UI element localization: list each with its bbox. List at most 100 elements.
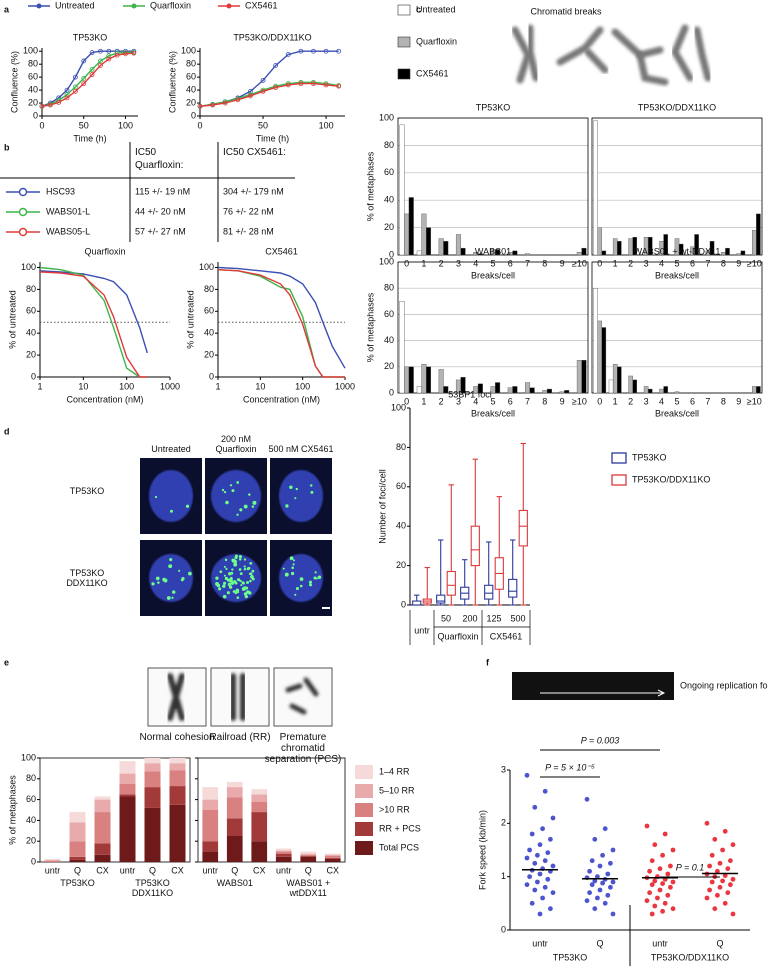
y-tick-label: 2 bbox=[501, 818, 506, 828]
data-point bbox=[72, 84, 78, 90]
legend-label: 1–4 RR bbox=[379, 766, 410, 776]
focus bbox=[168, 564, 173, 569]
y-tick-label: 100 bbox=[181, 46, 196, 56]
focus bbox=[228, 572, 232, 576]
annotation: P = 0.1 bbox=[676, 862, 704, 872]
bar bbox=[416, 386, 422, 394]
data-point bbox=[311, 48, 316, 54]
y-tick-label: 80 bbox=[384, 283, 394, 293]
data-point bbox=[98, 63, 103, 68]
data-point bbox=[597, 887, 603, 893]
data-point bbox=[260, 88, 266, 94]
bar bbox=[421, 213, 427, 256]
bar bbox=[721, 252, 726, 256]
focus bbox=[239, 579, 242, 583]
bar-segment bbox=[169, 758, 186, 764]
bar-segment bbox=[251, 794, 268, 802]
focus bbox=[249, 572, 253, 576]
bar-segment bbox=[94, 854, 111, 862]
focus bbox=[219, 570, 223, 574]
y-tick-label: 0 bbox=[401, 599, 406, 609]
data-point bbox=[649, 882, 655, 888]
x-tick-label: 4 bbox=[473, 258, 478, 268]
data-point bbox=[587, 868, 592, 874]
bar-segment bbox=[226, 818, 243, 836]
chromosome bbox=[526, 24, 540, 82]
x-tick-label: 500 bbox=[510, 613, 525, 623]
data-point bbox=[537, 911, 543, 917]
data-point bbox=[537, 871, 543, 877]
focus bbox=[233, 559, 237, 563]
bar bbox=[659, 388, 664, 394]
data-point bbox=[106, 48, 112, 54]
column-header: IC50 CX5461: bbox=[223, 147, 286, 158]
legend-label: TP53KO/DDX11KO bbox=[632, 474, 710, 484]
focus bbox=[292, 563, 295, 566]
x-tick-label: 2 bbox=[439, 396, 444, 406]
data-point bbox=[98, 48, 103, 54]
data-point bbox=[592, 836, 598, 842]
y-tick-label: 80 bbox=[26, 773, 36, 783]
focus bbox=[314, 571, 317, 574]
data-point bbox=[730, 842, 736, 848]
y-tick-label: 0 bbox=[31, 371, 36, 381]
focus bbox=[244, 594, 248, 599]
focus bbox=[315, 577, 318, 580]
data-point bbox=[336, 83, 342, 89]
data-point bbox=[592, 878, 598, 884]
data-point bbox=[595, 895, 600, 901]
data-point bbox=[644, 823, 650, 829]
x-tick-label: 50 bbox=[258, 120, 268, 130]
panel-label: c bbox=[416, 4, 421, 14]
data-point bbox=[605, 892, 611, 898]
y-tick-label: 100 bbox=[21, 262, 36, 272]
data-point bbox=[524, 772, 530, 778]
data-point bbox=[662, 831, 668, 837]
focus bbox=[310, 490, 314, 494]
bar bbox=[597, 320, 602, 394]
bar-segment bbox=[275, 848, 292, 851]
y-tick-label: 60 bbox=[396, 481, 406, 491]
bar-segment bbox=[144, 763, 161, 772]
legend-label: 5–10 RR bbox=[379, 785, 415, 795]
group-label: WABS01 + wtDDX11 bbox=[286, 878, 331, 898]
legend-marker bbox=[36, 3, 42, 9]
x-tick-label: ≥10 bbox=[747, 396, 762, 406]
bar-segment bbox=[69, 841, 86, 857]
chart-title: TP53KO/DDX11KO bbox=[233, 32, 311, 42]
y-tick-label: 80 bbox=[26, 284, 36, 294]
focus bbox=[225, 567, 228, 570]
x-tick-label: 6 bbox=[508, 258, 513, 268]
y-axis-label: % of metaphases bbox=[7, 775, 17, 845]
y-tick-label: 40 bbox=[26, 815, 36, 825]
x-tick-label: 1 bbox=[421, 396, 426, 406]
y-tick-label: 3 bbox=[501, 764, 506, 774]
x-tick-label: 3 bbox=[456, 258, 461, 268]
bar bbox=[617, 366, 622, 394]
bar-segment bbox=[144, 807, 161, 862]
y-tick-label: 0 bbox=[389, 387, 394, 397]
focus bbox=[243, 558, 247, 561]
x-tick-label: 10 bbox=[78, 381, 88, 391]
x-tick-label: 50 bbox=[441, 613, 451, 623]
x-axis-label: Breaks/cell bbox=[655, 270, 699, 280]
bar bbox=[460, 377, 466, 394]
bar bbox=[438, 369, 444, 394]
y-axis-label: % of untreated bbox=[7, 290, 17, 349]
focus bbox=[248, 493, 251, 496]
data-point bbox=[722, 900, 728, 906]
focus bbox=[290, 571, 295, 576]
panel-label: b bbox=[4, 142, 10, 152]
focus bbox=[223, 581, 227, 585]
data-point bbox=[81, 76, 87, 81]
focus bbox=[238, 557, 242, 561]
x-tick-label: 10 bbox=[255, 381, 265, 391]
data-point bbox=[608, 860, 613, 866]
focus bbox=[317, 575, 322, 580]
chart-title: WABS01 + wt-DDX11 bbox=[634, 246, 721, 256]
plot-frame bbox=[39, 757, 191, 863]
data-point bbox=[652, 842, 658, 848]
series-line bbox=[199, 81, 339, 107]
focus bbox=[229, 484, 233, 487]
focus bbox=[172, 590, 176, 594]
